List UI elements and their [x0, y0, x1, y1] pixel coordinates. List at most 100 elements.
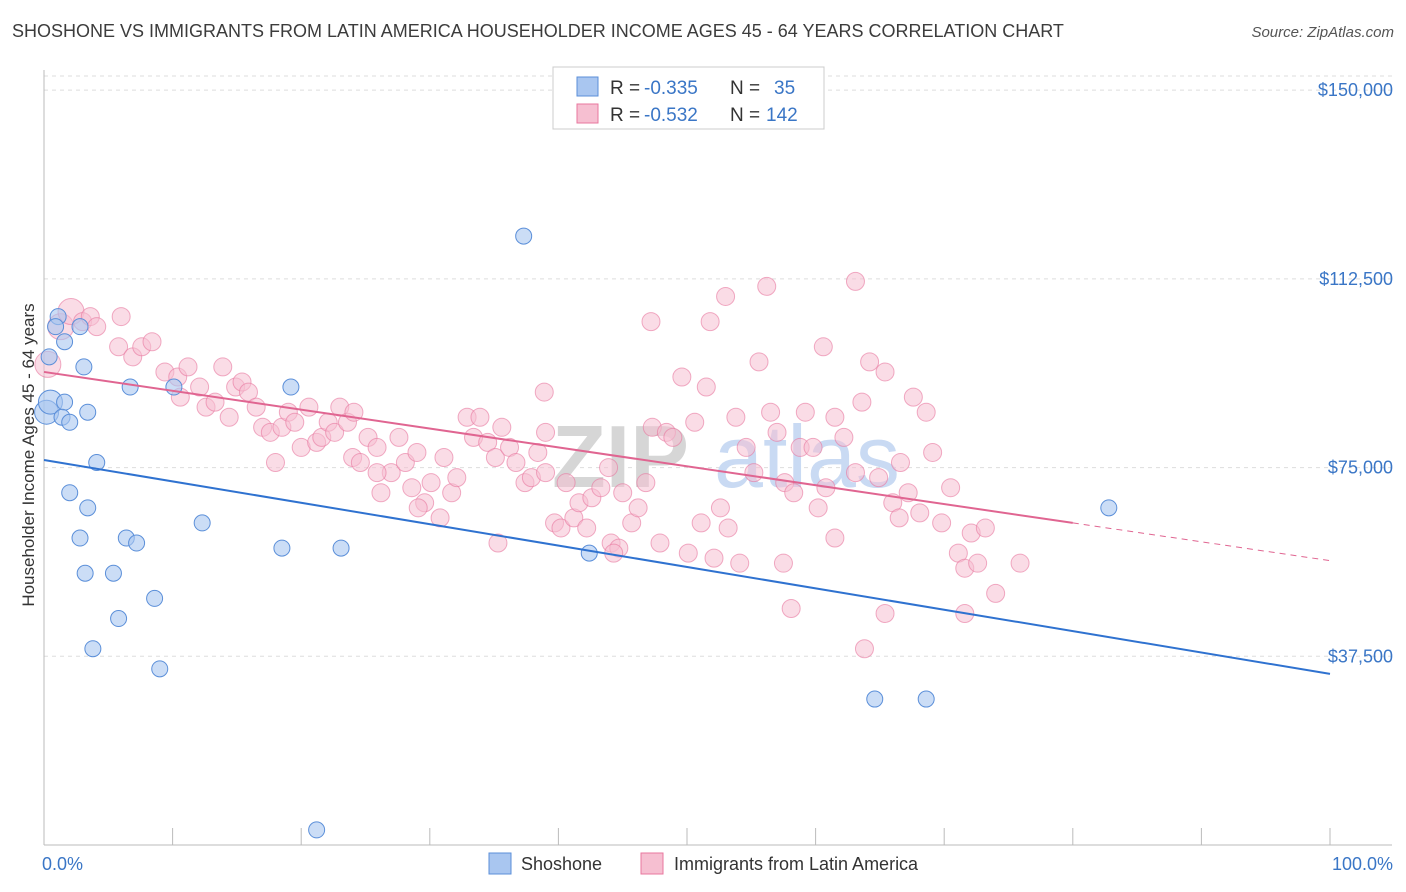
- latin-america-point: [299, 397, 319, 417]
- latin-america-point: [718, 518, 738, 538]
- y-tick-label: $150,000: [1318, 80, 1393, 100]
- latin-america-point: [389, 427, 409, 447]
- latin-america-point: [761, 402, 781, 422]
- latin-america-point: [492, 417, 512, 437]
- latin-america-point: [845, 271, 865, 291]
- bottom-legend-swatch-shoshone: [488, 852, 512, 875]
- legend-n-value-latin-america: 142: [766, 105, 798, 126]
- axes: [43, 70, 1392, 846]
- shoshone-point: [273, 539, 291, 557]
- latin-america-point: [890, 453, 910, 473]
- shoshone-point: [47, 318, 65, 336]
- chart-title: SHOSHONE VS IMMIGRANTS FROM LATIN AMERIC…: [12, 21, 1064, 41]
- legend-r-value-latin-america: -0.532: [644, 105, 698, 126]
- latin-america-point: [932, 513, 952, 533]
- shoshone-point: [580, 544, 598, 562]
- bottom-legend-label-latin-america: Immigrants from Latin America: [674, 854, 919, 874]
- x-tick-label-max: 100.0%: [1332, 854, 1393, 874]
- shoshone-point: [110, 610, 128, 628]
- legend-swatch-shoshone: [576, 76, 599, 97]
- y-tick-labels: $150,000 $112,500 $75,000 $37,500: [1318, 80, 1393, 666]
- latin-america-point: [434, 448, 454, 467]
- latin-america-point: [534, 382, 554, 402]
- shoshone-trend-line: [43, 459, 1331, 675]
- shoshone-point: [84, 640, 102, 658]
- latin-america-point: [941, 478, 961, 498]
- legend-n-label-latin-america: N =: [730, 105, 760, 126]
- latin-america-point: [109, 337, 129, 357]
- latin-america-point: [803, 437, 823, 457]
- latin-america-point: [628, 498, 648, 518]
- shoshone-point: [56, 333, 74, 351]
- latin-america-point: [875, 362, 895, 382]
- latin-america-point: [650, 533, 670, 553]
- y-axis-title: Householder Income Ages 45 - 64 years: [19, 303, 38, 606]
- latin-america-trend-extension: [1072, 522, 1331, 562]
- latin-america-point: [700, 312, 720, 332]
- latin-america-point: [672, 367, 692, 387]
- latin-america-point: [730, 553, 750, 573]
- latin-america-point: [577, 518, 597, 538]
- latin-america-point: [213, 357, 233, 377]
- latin-america-point: [808, 498, 828, 518]
- latin-america-point: [685, 412, 705, 432]
- latin-america-point: [795, 402, 815, 422]
- latin-america-point: [834, 427, 854, 447]
- trend-lines: [43, 370, 1331, 675]
- shoshone-point: [1100, 499, 1118, 517]
- y-tick-label: $112,500: [1319, 269, 1393, 289]
- latin-america-point: [556, 473, 576, 493]
- shoshone-point: [193, 514, 211, 532]
- latin-america-point: [678, 543, 698, 563]
- shoshone-point: [121, 378, 139, 396]
- latin-america-point: [408, 498, 428, 518]
- shoshone-point: [146, 589, 164, 607]
- y-tick-label: $37,500: [1328, 646, 1393, 666]
- latin-america-point: [178, 357, 198, 377]
- latin-america-point: [903, 387, 923, 407]
- latin-america-point: [536, 463, 556, 483]
- latin-america-point: [860, 352, 880, 372]
- latin-america-point: [825, 407, 845, 427]
- latin-america-point: [371, 483, 391, 503]
- shoshone-point: [56, 393, 74, 411]
- latin-america-point: [325, 422, 345, 442]
- latin-america-point: [1010, 553, 1030, 573]
- latin-america-point: [813, 337, 833, 357]
- latin-america-point: [641, 312, 661, 332]
- latin-america-point: [219, 407, 239, 427]
- legend-swatch-latin-america: [576, 103, 599, 124]
- shoshone-point: [917, 690, 935, 708]
- latin-america-point: [402, 478, 422, 498]
- latin-america-point: [854, 639, 874, 659]
- series-shoshone-points: [34, 227, 1118, 839]
- latin-america-point: [975, 518, 995, 538]
- latin-america-point: [367, 463, 387, 483]
- shoshone-point: [61, 413, 79, 431]
- latin-america-point: [421, 473, 441, 493]
- shoshone-point: [866, 690, 884, 708]
- latin-america-point: [781, 598, 801, 618]
- latin-america-point: [691, 513, 711, 533]
- latin-america-point: [726, 407, 746, 427]
- x-tick-labels: 0.0% 100.0%: [42, 854, 1393, 874]
- latin-america-point: [367, 437, 387, 457]
- legend-r-label-latin-america: R =: [610, 105, 640, 126]
- latin-america-point: [536, 422, 556, 442]
- shoshone-point: [308, 821, 326, 839]
- latin-america-point: [485, 448, 505, 467]
- latin-america-point: [470, 407, 490, 427]
- latin-america-point: [447, 468, 467, 488]
- shoshone-point: [76, 564, 94, 582]
- x-ticks: [43, 828, 1331, 845]
- latin-america-point: [845, 463, 865, 483]
- latin-america-point: [613, 483, 633, 503]
- gridlines: [44, 75, 1392, 657]
- latin-america-point: [889, 508, 909, 528]
- series-legend: Shoshone Immigrants from Latin America: [488, 852, 919, 875]
- latin-america-point: [636, 473, 656, 493]
- correlation-legend: R = -0.335 N = 35 R = -0.532 N = 142: [552, 66, 825, 130]
- shoshone-point: [282, 378, 300, 396]
- latin-america-point: [923, 442, 943, 462]
- latin-america-point: [599, 458, 619, 478]
